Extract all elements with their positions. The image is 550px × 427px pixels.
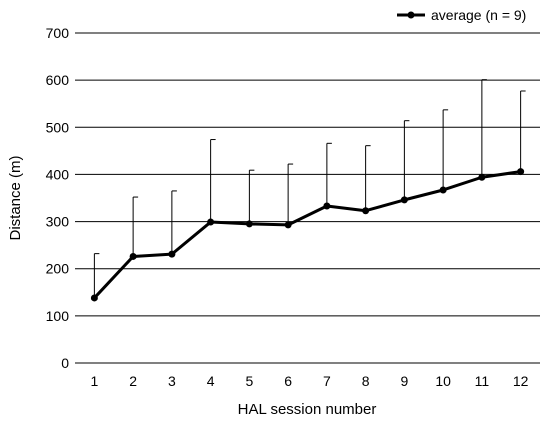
data-point (284, 221, 292, 229)
y-tick-label: 0 (61, 355, 69, 371)
legend-marker-sample (407, 11, 415, 19)
x-tick-label: 12 (513, 373, 529, 389)
x-tick-label: 6 (284, 373, 292, 389)
data-point (478, 173, 486, 181)
y-tick-label: 500 (46, 119, 70, 135)
data-point (323, 202, 331, 210)
data-point (90, 294, 98, 302)
error-bars (93, 79, 526, 298)
data-point (129, 252, 137, 260)
data-point (400, 196, 408, 204)
x-tick-label: 3 (168, 373, 176, 389)
x-tick-label: 4 (207, 373, 215, 389)
y-tick-label: 700 (46, 25, 70, 41)
y-tick-label: 600 (46, 72, 70, 88)
x-tick-label: 9 (400, 373, 408, 389)
data-point (439, 186, 447, 194)
data-point (517, 168, 525, 176)
x-tick-label: 1 (90, 373, 98, 389)
y-tick-label: 300 (46, 214, 70, 230)
y-tick-label: 400 (46, 166, 70, 182)
x-tick-labels: 1 2 3 4 5 6 7 8 9 10 11 12 (90, 373, 528, 389)
grid-layer (75, 32, 540, 364)
x-tick-label: 7 (323, 373, 331, 389)
data-point (245, 220, 253, 228)
legend: average (n = 9) (397, 7, 526, 23)
x-tick-label: 11 (475, 373, 490, 389)
legend-label: average (n = 9) (431, 7, 526, 23)
data-point (168, 250, 176, 258)
y-axis-label: Distance (m) (7, 155, 24, 240)
x-tick-label: 2 (129, 373, 137, 389)
series-layer (93, 170, 521, 299)
y-tick-label: 200 (46, 261, 70, 277)
data-point (362, 207, 370, 215)
x-tick-label: 10 (435, 373, 451, 389)
y-tick-labels: 0 100 200 300 400 500 600 700 (46, 25, 70, 371)
x-axis-label: HAL session number (238, 401, 377, 418)
x-tick-label: 8 (362, 373, 370, 389)
x-tick-label: 5 (245, 373, 253, 389)
data-points (90, 168, 525, 302)
y-tick-label: 100 (46, 308, 70, 324)
series-line (93, 170, 521, 299)
data-point (207, 218, 215, 226)
